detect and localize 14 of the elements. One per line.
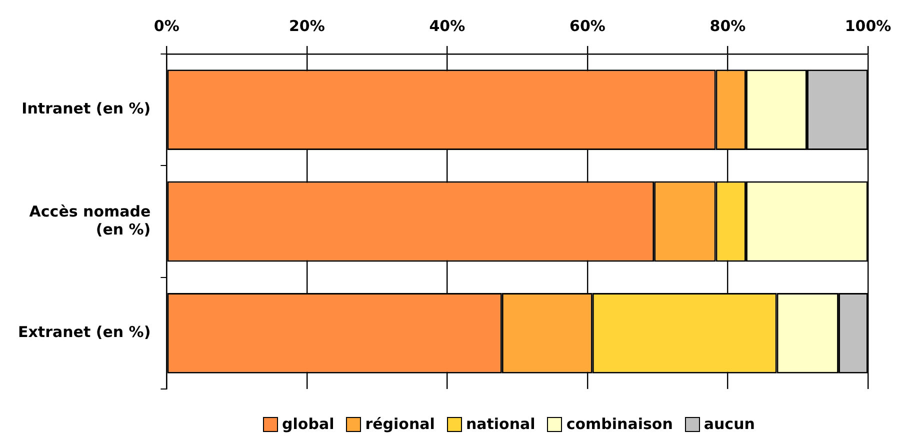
legend-label: national (466, 415, 536, 433)
y-tick-label: Extranet (en %) (18, 323, 151, 342)
x-tick-label: 20% (288, 16, 325, 35)
x-tick-label: 80% (710, 16, 746, 35)
y-tick-label: Intranet (en %) (22, 100, 151, 118)
x-tick-label: 60% (570, 16, 606, 35)
legend-label: combinaison (566, 415, 673, 433)
x-tick-label: 100% (844, 16, 892, 35)
x-tick-label: 40% (429, 16, 466, 35)
legend-label: régional (365, 415, 435, 433)
x-tick-label: 0% (154, 16, 180, 35)
text: global (282, 415, 334, 433)
y-tick-label: Accès nomade (en %) (29, 202, 151, 238)
legend-label: aucun (704, 415, 755, 433)
